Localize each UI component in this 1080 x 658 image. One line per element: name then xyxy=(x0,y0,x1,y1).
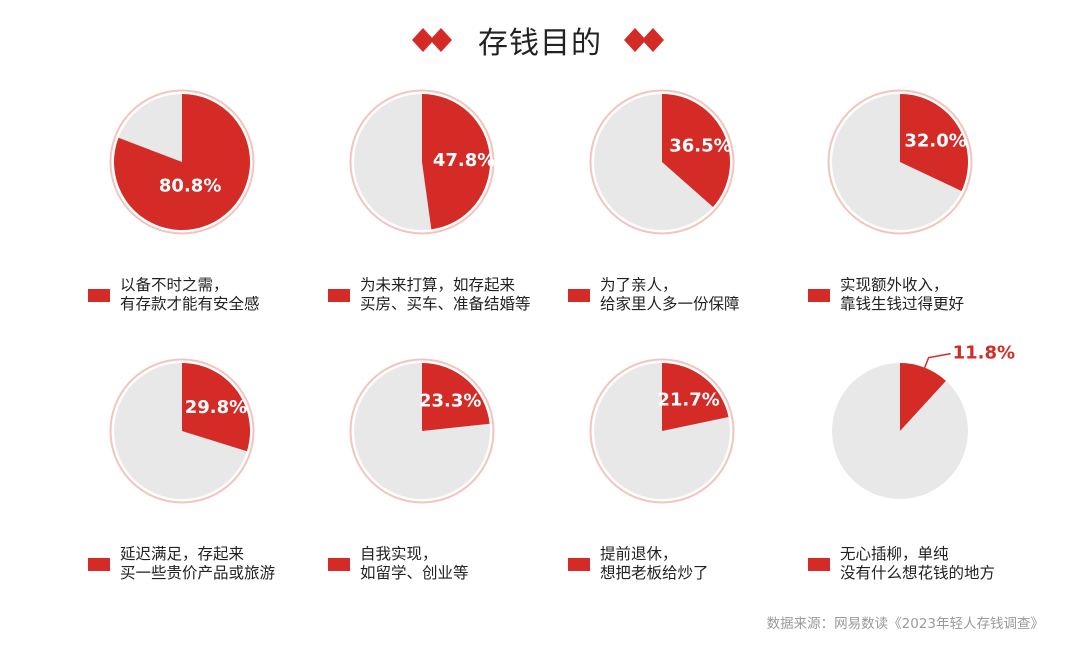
legend-label-line: 自我实现， xyxy=(360,545,438,563)
legend-label-line: 无心插柳，单纯 xyxy=(840,545,949,563)
legend-label-line: 实现额外收入， xyxy=(840,276,949,294)
pie-outline-ring xyxy=(827,89,973,235)
pie-outline-ring xyxy=(349,358,495,504)
pie-chart-1: 80.8% xyxy=(109,89,255,235)
pie-outline-ring xyxy=(589,89,735,235)
pie-chart-2: 47.8% xyxy=(349,89,495,235)
chart-header: 存钱目的 xyxy=(0,14,1080,66)
pie-value-label: 32.0% xyxy=(904,130,966,151)
legend-label-line: 靠钱生钱过得更好 xyxy=(840,295,965,313)
legend-swatch xyxy=(328,558,350,571)
legend-item: 无心插柳，单纯 没有什么想花钱的地方 xyxy=(808,545,995,583)
chart-title: 存钱目的 xyxy=(478,26,602,61)
pie-value-slice xyxy=(662,94,730,207)
legend-label-line: 提前退休， xyxy=(600,545,678,563)
pie-value-slice xyxy=(114,94,250,230)
legend-label: 为了亲人， 给家里人多一份保障 xyxy=(600,276,740,314)
pie-outline-ring xyxy=(109,358,255,504)
legend-label: 提前退休， 想把老板给炒了 xyxy=(600,545,709,583)
legend-item: 为未来打算，如存起来 买房、买车、准备结婚等 xyxy=(328,276,531,314)
legend-label-line: 给家里人多一份保障 xyxy=(600,295,740,313)
legend-swatch xyxy=(568,558,590,571)
source-note: 数据来源：网易数读《2023年轻人存钱调查》 xyxy=(766,616,1044,632)
legend-label: 无心插柳，单纯 没有什么想花钱的地方 xyxy=(840,545,995,583)
pie-chart-5: 29.8% xyxy=(109,358,255,504)
legend-label-line: 买房、买车、准备结婚等 xyxy=(360,295,531,313)
legend-label: 实现额外收入， 靠钱生钱过得更好 xyxy=(840,276,964,314)
legend-item: 以备不时之需， 有存款才能有安全感 xyxy=(88,276,260,314)
diamond-decoration-right-icon xyxy=(624,28,664,52)
legend-label: 以备不时之需， 有存款才能有安全感 xyxy=(120,276,260,314)
pie-chart-6: 23.3% xyxy=(349,358,495,504)
legend-item: 实现额外收入， 靠钱生钱过得更好 xyxy=(808,276,964,314)
pie-value-slice xyxy=(422,94,491,230)
pie-chart-7: 21.7% xyxy=(589,358,735,504)
legend-label-line: 没有什么想花钱的地方 xyxy=(840,564,996,582)
pie-value-slice xyxy=(182,363,250,452)
pie-value-label: 80.8% xyxy=(159,175,221,196)
legend-label-line: 有存款才能有安全感 xyxy=(120,295,260,313)
legend-swatch xyxy=(328,289,350,302)
pie-outline-ring xyxy=(589,358,735,504)
pie-chart-4: 32.0% xyxy=(827,89,973,235)
legend-label-line: 想把老板给炒了 xyxy=(600,564,709,582)
legend-item: 为了亲人， 给家里人多一份保障 xyxy=(568,276,740,314)
legend-label: 自我实现， 如留学、创业等 xyxy=(360,545,469,583)
legend-swatch xyxy=(88,289,110,302)
legend-swatch xyxy=(88,558,110,571)
legend-label: 延迟满足，存起来 买一些贵价产品或旅游 xyxy=(120,545,275,583)
pie-value-label: 23.3% xyxy=(419,391,481,412)
legend-item: 延迟满足，存起来 买一些贵价产品或旅游 xyxy=(88,545,275,583)
pie-value-slice xyxy=(900,94,968,191)
pie-value-slice xyxy=(662,363,729,431)
pie-value-slice xyxy=(422,363,490,431)
legend-label-line: 为了亲人， xyxy=(600,276,678,294)
legend-item: 自我实现， 如留学、创业等 xyxy=(328,545,469,583)
callout-leader-line xyxy=(923,352,951,368)
legend-swatch xyxy=(568,289,590,302)
legend-label-line: 为未来打算，如存起来 xyxy=(360,276,516,294)
pie-value-label: 11.8% xyxy=(953,343,1015,364)
pie-value-label: 36.5% xyxy=(669,136,731,157)
legend-label-line: 延迟满足，存起来 xyxy=(120,545,245,563)
legend-label-line: 买一些贵价产品或旅游 xyxy=(120,564,276,582)
legend-swatch xyxy=(808,289,830,302)
pie-value-slice xyxy=(900,363,946,431)
legend-label: 为未来打算，如存起来 买房、买车、准备结婚等 xyxy=(360,276,531,314)
diamond-decoration-left-icon xyxy=(412,28,452,52)
pie-outline-ring xyxy=(109,89,255,235)
pie-value-label: 47.8% xyxy=(433,150,495,171)
legend-item: 提前退休， 想把老板给炒了 xyxy=(568,545,709,583)
pie-chart-3: 36.5% xyxy=(589,89,735,235)
legend-swatch xyxy=(808,558,830,571)
legend-label-line: 以备不时之需， xyxy=(120,276,229,294)
pie-value-label: 29.8% xyxy=(185,397,247,418)
pie-chart-8: 11.8% xyxy=(832,343,1015,499)
pie-value-label: 21.7% xyxy=(657,389,719,410)
legend-label-line: 如留学、创业等 xyxy=(360,564,469,582)
pie-outline-ring xyxy=(349,89,495,235)
